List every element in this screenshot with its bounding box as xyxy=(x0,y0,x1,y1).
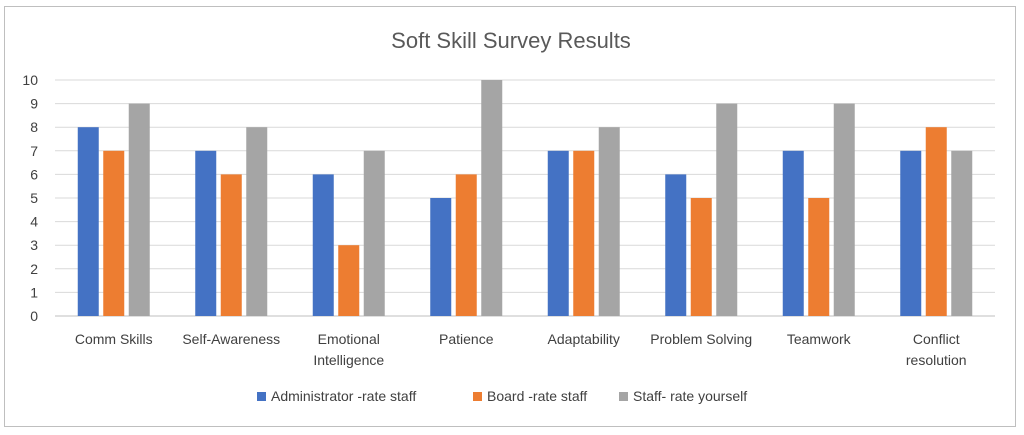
bar xyxy=(573,150,595,316)
x-tick-label: Teamwork xyxy=(787,331,852,347)
bar xyxy=(598,127,620,316)
bar xyxy=(220,174,242,316)
bar xyxy=(547,150,569,316)
bar xyxy=(716,103,738,316)
chart-svg: Soft Skill Survey Results 0 1 2 3 4 5 6 7 8 9 10 C… xyxy=(22,28,995,404)
y-axis-ticks: 0 1 2 3 4 5 6 7 8 9 10 xyxy=(22,72,38,324)
bar xyxy=(808,198,830,316)
x-tick-label: Comm Skills xyxy=(75,331,153,347)
y-tick-label: 8 xyxy=(30,119,38,135)
bar xyxy=(665,174,687,316)
y-tick-label: 5 xyxy=(30,190,38,206)
x-tick-label: Problem Solving xyxy=(650,331,752,347)
x-tick-label: resolution xyxy=(906,352,967,368)
bar xyxy=(338,245,360,316)
bar xyxy=(195,150,217,316)
legend-swatch xyxy=(473,392,482,401)
y-tick-label: 2 xyxy=(30,261,38,277)
bar xyxy=(103,150,125,316)
x-tick-label: Adaptability xyxy=(548,331,620,347)
legend-swatch xyxy=(619,392,628,401)
legend: Administrator -rate staff Board -rate sta… xyxy=(257,388,747,404)
bar xyxy=(363,150,385,316)
bar xyxy=(925,127,947,316)
bar xyxy=(833,103,855,316)
y-tick-label: 4 xyxy=(30,214,38,230)
bars xyxy=(77,80,973,316)
bar xyxy=(246,127,268,316)
chart-title: Soft Skill Survey Results xyxy=(391,28,631,53)
bar xyxy=(77,127,99,316)
legend-label: Board -rate staff xyxy=(487,388,587,404)
bar xyxy=(481,80,503,316)
legend-swatch xyxy=(257,392,266,401)
bar xyxy=(430,198,452,316)
x-tick-label: Patience xyxy=(439,331,494,347)
x-axis-labels: Comm Skills Self-Awareness Emotional Intell… xyxy=(75,331,967,368)
x-tick-label: Emotional xyxy=(318,331,380,347)
y-tick-label: 7 xyxy=(30,143,38,159)
x-tick-label: Conflict xyxy=(913,331,960,347)
legend-label: Staff- rate yourself xyxy=(633,388,747,404)
y-tick-label: 3 xyxy=(30,237,38,253)
y-tick-label: 1 xyxy=(30,284,38,300)
bar xyxy=(455,174,477,316)
x-tick-label: Self-Awareness xyxy=(182,331,280,347)
bar xyxy=(312,174,334,316)
y-tick-label: 9 xyxy=(30,96,38,112)
y-tick-label: 10 xyxy=(22,72,38,88)
x-tick-label: Intelligence xyxy=(313,352,384,368)
y-tick-label: 6 xyxy=(30,166,38,182)
bar xyxy=(782,150,804,316)
chart-frame: Soft Skill Survey Results 0 1 2 3 4 5 6 7 8 9 10 C… xyxy=(4,6,1016,427)
bar xyxy=(690,198,712,316)
bar xyxy=(128,103,150,316)
y-tick-label: 0 xyxy=(30,308,38,324)
legend-label: Administrator -rate staff xyxy=(271,388,416,404)
bar xyxy=(900,150,922,316)
bar xyxy=(951,150,973,316)
